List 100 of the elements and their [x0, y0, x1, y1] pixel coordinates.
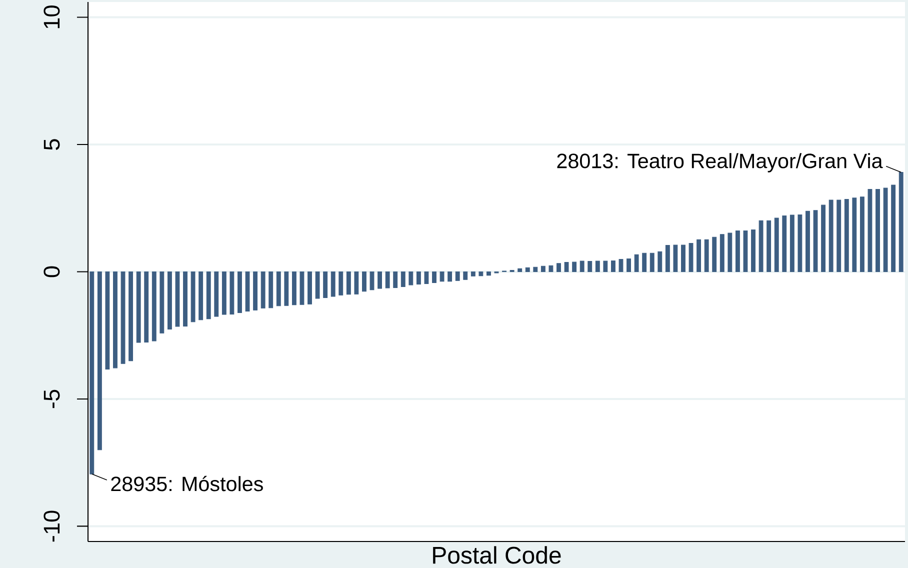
y-tick-label: 0	[44, 266, 60, 278]
bar	[470, 271, 476, 276]
bar	[743, 230, 748, 272]
bar	[580, 260, 584, 272]
bar	[393, 271, 398, 288]
bar	[448, 271, 452, 282]
bar	[424, 271, 429, 284]
bar	[611, 260, 616, 272]
bar	[665, 245, 670, 272]
bar	[315, 271, 320, 299]
bar	[463, 271, 468, 280]
bar	[308, 271, 312, 304]
bar	[105, 271, 110, 370]
bar	[540, 266, 546, 272]
annotation: 28013: Teatro Real/Mayor/Gran Via	[557, 153, 883, 172]
y-tick-label: -10	[44, 510, 60, 542]
bar	[370, 271, 374, 290]
bar	[478, 271, 484, 276]
bar	[650, 252, 654, 272]
bar	[260, 271, 266, 308]
bar	[758, 220, 764, 272]
bar	[136, 271, 141, 343]
bar	[214, 271, 219, 317]
bar	[160, 271, 164, 334]
bar	[681, 244, 686, 272]
bar	[548, 265, 554, 272]
x-axis-title: Postal Code	[433, 546, 561, 564]
bar	[292, 271, 296, 306]
bar	[688, 242, 694, 272]
bar	[852, 198, 857, 272]
bar	[128, 271, 134, 362]
bar	[90, 271, 94, 474]
bar	[230, 271, 234, 315]
bar	[222, 271, 226, 315]
bar	[518, 268, 522, 272]
annotation: 28935: Móstoles	[111, 476, 263, 492]
bar	[276, 271, 281, 306]
bar	[238, 271, 242, 313]
bar	[828, 200, 834, 272]
bar	[712, 236, 717, 272]
bar	[190, 271, 196, 322]
bar	[634, 254, 639, 272]
bar	[798, 214, 802, 272]
bar	[876, 189, 880, 272]
bar	[97, 271, 102, 450]
bar	[673, 244, 678, 272]
bar	[868, 189, 872, 272]
bar	[330, 271, 336, 297]
bar	[253, 271, 258, 310]
bar	[774, 218, 779, 272]
bar	[782, 215, 787, 272]
bar	[751, 229, 756, 272]
bar	[245, 271, 250, 312]
bar	[416, 271, 421, 284]
bar	[564, 262, 569, 272]
bar	[626, 258, 631, 272]
bar	[400, 271, 406, 288]
bar	[175, 271, 180, 327]
bar	[525, 267, 530, 272]
bar	[346, 271, 351, 295]
bar	[432, 271, 436, 283]
bar	[704, 239, 709, 272]
bar	[556, 263, 561, 272]
bar	[455, 271, 460, 281]
bar	[588, 261, 592, 272]
bar	[144, 271, 149, 342]
bar	[198, 271, 204, 320]
bar	[152, 271, 156, 342]
bar	[323, 271, 328, 298]
bar	[720, 234, 724, 272]
bar	[284, 271, 289, 306]
bar	[898, 172, 904, 272]
bar	[844, 198, 849, 272]
bar	[440, 271, 444, 282]
bar	[385, 271, 390, 288]
bar	[618, 259, 624, 272]
bar	[728, 232, 732, 272]
bar	[362, 271, 366, 292]
bar	[486, 271, 491, 276]
bar	[408, 271, 414, 286]
bar	[183, 271, 188, 326]
bar	[883, 188, 888, 272]
bar	[268, 271, 274, 308]
bar	[806, 210, 810, 272]
bar	[378, 271, 382, 289]
y-tick-label: -5	[44, 390, 60, 408]
bar	[533, 266, 538, 272]
bar	[766, 220, 772, 272]
bar	[572, 262, 577, 272]
y-tick-label: 5	[44, 139, 60, 150]
bar	[595, 260, 600, 272]
bar	[658, 251, 662, 272]
bar	[891, 184, 896, 272]
bar	[642, 252, 647, 272]
bar	[821, 204, 826, 272]
bar	[860, 196, 864, 272]
bar	[338, 271, 344, 296]
bar	[696, 239, 702, 272]
bar	[120, 271, 126, 364]
bar	[354, 271, 359, 294]
